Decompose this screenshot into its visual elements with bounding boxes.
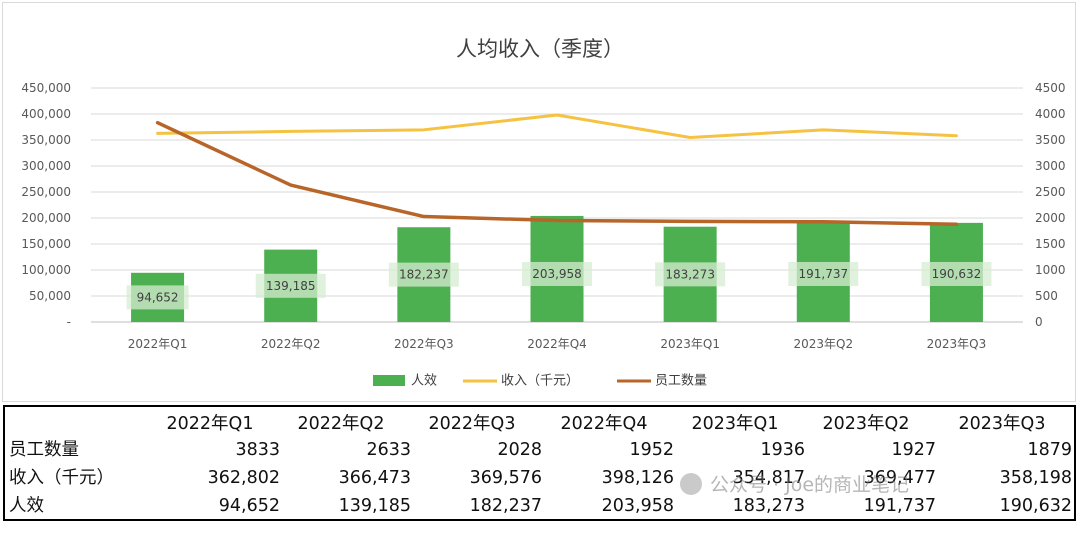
table-row-label: 人效 xyxy=(9,496,44,516)
data-label: 139,185 xyxy=(266,279,316,293)
table-cell: 94,652 xyxy=(218,496,280,516)
data-label: 190,632 xyxy=(932,267,982,281)
watermark-text: 公众号 · Joe的商业笔记 xyxy=(710,474,910,496)
table-cell: 369,477 xyxy=(863,468,936,488)
y-right-tick-label: 4500 xyxy=(1035,81,1066,95)
table-cell: 358,198 xyxy=(999,468,1072,488)
table-cell: 1936 xyxy=(760,440,805,460)
y-right-tick-label: 3500 xyxy=(1035,133,1066,147)
table-cell: 366,473 xyxy=(338,468,411,488)
data-label-bg xyxy=(921,262,992,286)
y-left-tick-label: 450,000 xyxy=(21,81,71,95)
y-left-tick-label: 100,000 xyxy=(21,263,71,277)
table-column-header: 2022年Q2 xyxy=(297,414,385,434)
y-left-tick-label: 200,000 xyxy=(21,211,71,225)
legend-swatch xyxy=(373,375,405,386)
y-left-tick-label: - xyxy=(67,315,71,329)
table-cell: 2633 xyxy=(366,440,411,460)
table-row-label: 员工数量 xyxy=(9,440,79,460)
data-label-bg xyxy=(388,262,459,287)
table-cell: 362,802 xyxy=(207,468,280,488)
chart-canvas: 人均收入（季度） - 50,000 100,000 150,000 200,000 250,… xyxy=(21,37,1066,389)
table-row-label: 收入（千元） xyxy=(9,468,114,488)
data-label-bg xyxy=(126,285,189,310)
table-cell: 139,185 xyxy=(338,496,411,516)
x-tick-label: 2023年Q2 xyxy=(793,337,853,351)
y-right-tick-label: 2000 xyxy=(1035,211,1066,225)
table-cell: 1952 xyxy=(629,440,674,460)
table-cell: 1927 xyxy=(891,440,936,460)
data-label: 191,737 xyxy=(798,267,848,281)
table-column-header: 2022年Q4 xyxy=(560,414,648,434)
headcount-line xyxy=(155,120,959,227)
table-cell: 191,737 xyxy=(863,496,936,516)
data-label-bg xyxy=(655,262,726,287)
table-column-header: 2023年Q2 xyxy=(822,414,910,434)
x-tick-label: 2022年Q4 xyxy=(527,337,587,351)
table-cell: 369,576 xyxy=(469,468,542,488)
table-cell: 2028 xyxy=(497,440,542,460)
x-tick-label: 2022年Q2 xyxy=(261,337,321,351)
table-cell: 354,817 xyxy=(732,468,805,488)
y-right-tick-label: 2500 xyxy=(1035,185,1066,199)
legend-label: 收入（千元） xyxy=(501,374,579,389)
data-table: 2022年Q1 2022年Q2 2022年Q3 2022年Q4 2023年Q1 2023年… xyxy=(3,405,1076,521)
data-label: 182,237 xyxy=(399,268,449,282)
y-left-tick-label: 250,000 xyxy=(21,185,71,199)
table-cell: 182,237 xyxy=(469,496,542,516)
data-label-bg xyxy=(255,273,326,298)
y-left-tick-label: 350,000 xyxy=(21,133,71,147)
data-label-bg xyxy=(522,262,592,286)
table-column-header: 2022年Q1 xyxy=(166,414,254,434)
y-left-tick-label: 150,000 xyxy=(21,237,71,251)
x-tick-label: 2023年Q3 xyxy=(927,337,987,351)
table-cell: 1879 xyxy=(1027,440,1072,460)
data-label: 94,652 xyxy=(137,290,179,304)
table-cell: 190,632 xyxy=(999,496,1072,516)
legend-label: 人效 xyxy=(411,374,437,389)
data-label-bg xyxy=(788,262,859,286)
y-right-tick-label: 4000 xyxy=(1035,107,1066,121)
watermark: 公众号 · Joe的商业笔记 xyxy=(680,470,909,497)
chart-title: 人均收入（季度） xyxy=(456,37,624,61)
x-tick-label: 2022年Q1 xyxy=(128,337,188,351)
data-label: 203,958 xyxy=(532,267,582,281)
y-left-tick-label: 400,000 xyxy=(21,107,71,121)
y-right-tick-label: 3000 xyxy=(1035,159,1066,173)
table-column-header: 2023年Q3 xyxy=(958,414,1046,434)
data-label: 183,273 xyxy=(665,267,715,281)
table-column-header: 2022年Q3 xyxy=(428,414,516,434)
table-cell: 203,958 xyxy=(601,496,674,516)
wechat-icon xyxy=(680,473,702,495)
chart-panel: 人均收入（季度） - 50,000 100,000 150,000 200,000 250,… xyxy=(2,2,1076,402)
table-cell: 398,126 xyxy=(601,468,674,488)
y-right-tick-label: 0 xyxy=(1035,315,1043,329)
legend-label: 员工数量 xyxy=(655,374,707,389)
y-right-tick-label: 1000 xyxy=(1035,263,1066,277)
x-tick-label: 2023年Q1 xyxy=(660,337,720,351)
x-tick-label: 2022年Q3 xyxy=(394,337,454,351)
y-left-tick-label: 50,000 xyxy=(29,289,71,303)
table-column-header: 2023年Q1 xyxy=(691,414,779,434)
revenue-line xyxy=(156,113,958,139)
y-right-tick-label: 1500 xyxy=(1035,237,1066,251)
y-left-tick-label: 300,000 xyxy=(21,159,71,173)
y-right-tick-label: 500 xyxy=(1035,289,1058,303)
table-cell: 183,273 xyxy=(732,496,805,516)
table-cell: 3833 xyxy=(235,440,280,460)
